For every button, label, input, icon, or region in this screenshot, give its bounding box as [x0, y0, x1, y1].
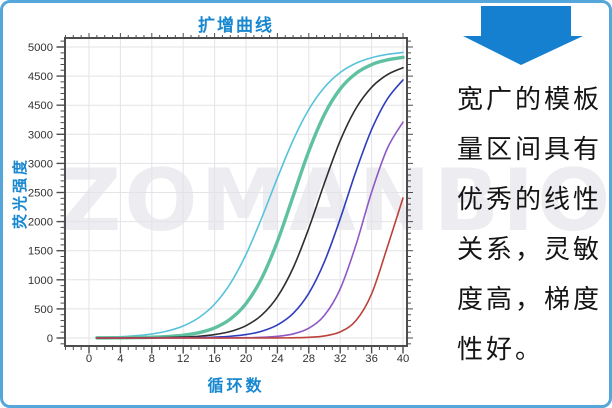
description-text: 宽广的模板 量区间具有 优秀的线性 关系，灵敏 度高，梯度 性好。	[457, 75, 609, 375]
teal-curve	[95, 55, 405, 340]
x-axis-title: 循环数	[207, 378, 265, 395]
y-tick-label: 4500	[28, 71, 53, 83]
tick-labels: 5000450045003000300025002000150010005000…	[28, 42, 409, 365]
x-tick-label: 36	[365, 353, 378, 365]
description-line: 性好。	[457, 335, 545, 365]
y-tick-label: 2500	[28, 188, 53, 200]
x-tick-label: 32	[334, 353, 347, 365]
x-tick-label: 28	[303, 353, 316, 365]
y-tick-label: 1000	[28, 275, 53, 287]
x-tick-label: 16	[208, 353, 221, 365]
x-tick-label: 4	[117, 353, 123, 365]
y-tick-label: 5000	[28, 42, 53, 54]
purple-curve	[96, 121, 404, 339]
description-line: 量区间具有	[457, 135, 603, 165]
y-tick-label: 0	[47, 333, 53, 345]
y-tick-label: 4500	[28, 100, 53, 112]
description-line: 度高，梯度	[457, 285, 603, 315]
down-arrow-icon	[463, 6, 583, 65]
plot-border	[64, 37, 408, 347]
description-line: 关系，灵敏	[457, 235, 603, 265]
cyan-curve	[96, 51, 404, 339]
x-tick-label: 24	[271, 353, 284, 365]
chart-title: 扩增曲线	[198, 16, 274, 35]
description-line: 优秀的线性	[457, 185, 603, 215]
y-tick-label: 3000	[28, 129, 53, 141]
y-tick-label: 1500	[28, 246, 53, 258]
x-tick-label: 40	[397, 353, 410, 365]
x-tick-label: 20	[240, 353, 253, 365]
y-tick-label: 500	[34, 304, 53, 316]
x-tick-label: 12	[177, 353, 190, 365]
grid	[65, 38, 407, 346]
description-line: 宽广的模板	[457, 85, 603, 115]
y-tick-label: 3000	[28, 158, 53, 170]
y-tick-label: 2000	[28, 217, 53, 229]
amplification-curves	[95, 51, 405, 340]
red-curve	[96, 197, 404, 339]
x-tick-label: 0	[86, 353, 92, 365]
axis-ticks	[56, 33, 413, 354]
amplification-chart: 5000450045003000300025002000150010005000…	[28, 33, 413, 365]
amplification-chart-area: 扩增曲线 荧光强度 5000 4500 4500 3000 3000 2500 2000 15…	[3, 3, 443, 405]
right-panel: 宽广的模板 量区间具有 优秀的线性 关系，灵敏 度高，梯度 性好。	[443, 3, 609, 405]
x-tick-label: 8	[149, 353, 155, 365]
